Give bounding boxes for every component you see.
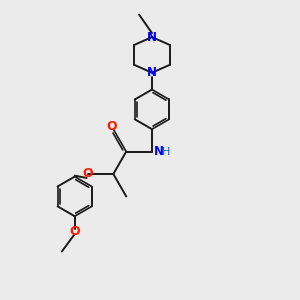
Text: O: O (69, 225, 80, 238)
Text: O: O (82, 167, 93, 179)
Text: N: N (147, 66, 157, 79)
Text: O: O (106, 120, 117, 133)
Text: N: N (147, 31, 157, 44)
Text: H: H (162, 147, 170, 157)
Text: N: N (154, 145, 164, 158)
